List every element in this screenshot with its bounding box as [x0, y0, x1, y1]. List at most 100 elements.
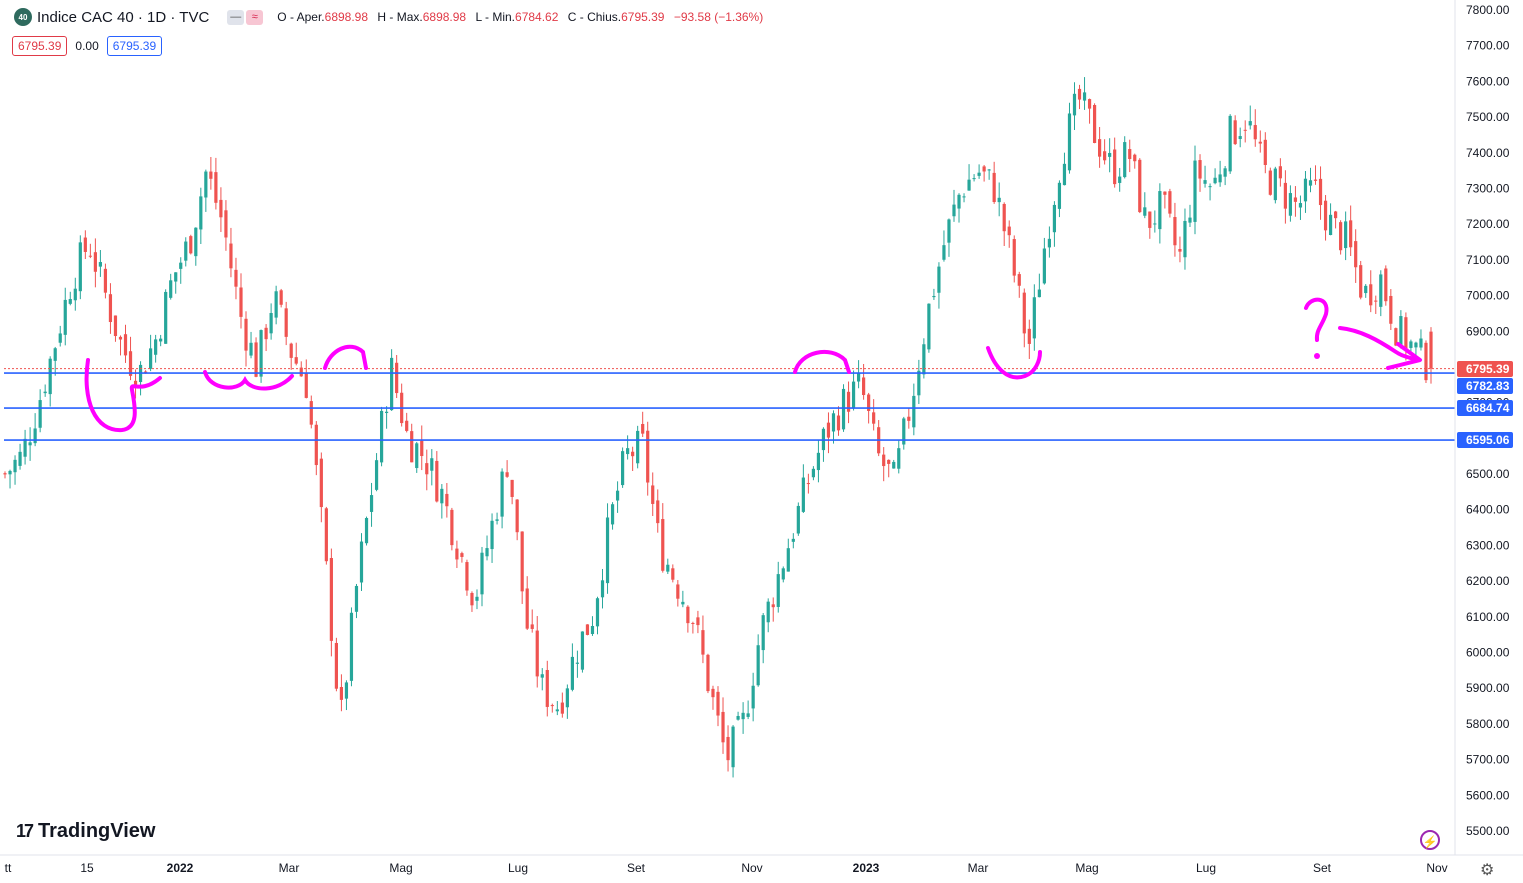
candle-body — [701, 630, 705, 655]
change-value: −93.58 (−1.36%) — [673, 10, 764, 24]
candle-body — [841, 388, 846, 430]
x-tick-label: Set — [627, 861, 646, 875]
price-label-bg — [1457, 361, 1513, 377]
x-tick-label: Nov — [1426, 861, 1447, 875]
candle-body — [746, 713, 750, 717]
candle-body — [440, 488, 444, 504]
candle-body — [319, 458, 323, 508]
y-tick-label: 6900.00 — [1466, 324, 1510, 338]
candle-body — [1022, 292, 1026, 334]
candle-body — [977, 172, 981, 176]
candle-body — [751, 685, 755, 709]
x-tick-label: 2022 — [167, 861, 194, 875]
candle-body — [1243, 129, 1247, 131]
symbol-badge: 40 — [14, 8, 32, 26]
y-tick-label: 6000.00 — [1466, 646, 1510, 660]
candle-body — [1213, 177, 1217, 184]
candle-body — [159, 338, 163, 342]
candle-body — [1328, 214, 1333, 236]
candle-body — [1042, 248, 1046, 284]
spread-value: 0.00 — [75, 39, 99, 53]
symbol-title[interactable]: Indice CAC 40 · 1D · TVC — [37, 8, 210, 26]
candle-body — [133, 380, 138, 388]
candle-body — [169, 280, 173, 298]
candle-body — [1027, 328, 1031, 344]
candle-body — [1052, 204, 1057, 233]
buy-price[interactable]: 6795.39 — [106, 36, 163, 56]
candle-body — [179, 262, 183, 269]
candle-body — [696, 617, 700, 626]
candle-body — [1303, 178, 1308, 202]
x-tick-label: Mag — [389, 861, 412, 875]
candle-body — [867, 394, 871, 411]
low-value: 6784.62 — [515, 10, 559, 24]
x-tick-label: Mag — [1075, 861, 1098, 875]
candle-body — [711, 688, 715, 698]
candle-body — [575, 662, 580, 664]
candle-body — [304, 373, 308, 398]
time-axis[interactable]: tt 15 2022 Mar Mag Lug Set Nov 2023 Mar Mag Lug Set N… — [0, 854, 1523, 875]
price-label-bg — [1457, 400, 1513, 416]
candle-body — [8, 470, 12, 475]
candle-body — [249, 342, 253, 356]
candle-body — [1429, 331, 1433, 369]
candle-body — [535, 630, 539, 677]
candle-body — [495, 519, 499, 521]
candle-body — [997, 197, 1001, 203]
candle-body — [480, 552, 484, 595]
x-tick-label: Lug — [508, 861, 528, 875]
candle-body — [872, 412, 876, 424]
candle-body — [671, 568, 675, 580]
candle-body — [149, 348, 153, 369]
candle-body — [1263, 139, 1267, 165]
y-tick-label: 7100.00 — [1466, 253, 1510, 267]
candle-body — [1037, 289, 1041, 298]
candle-body — [771, 604, 775, 608]
candle-body — [595, 598, 600, 627]
candle-body — [882, 454, 886, 467]
candle-body — [33, 428, 37, 444]
candle-body — [38, 400, 42, 428]
candle-body — [907, 416, 911, 421]
candle-body — [224, 210, 228, 238]
candle-body — [18, 451, 22, 466]
candle-body — [917, 370, 921, 396]
flash-icon[interactable]: ⚡ — [1420, 830, 1440, 850]
candle-body — [264, 327, 268, 340]
candle-body — [766, 601, 770, 623]
y-tick-label: 7300.00 — [1466, 181, 1510, 195]
candle-body — [219, 199, 223, 218]
candle-body — [214, 172, 218, 203]
candle-body — [932, 295, 936, 298]
candle-body — [1399, 316, 1403, 346]
candle-body — [229, 243, 233, 269]
candle-body — [279, 290, 283, 305]
candle-body — [1057, 182, 1062, 209]
candle-body — [806, 483, 810, 485]
candle-body — [78, 242, 82, 292]
gear-icon[interactable]: ⚙ — [1480, 862, 1495, 879]
legend-icons[interactable]: — ≈ — [227, 9, 264, 25]
horizontal-lines[interactable] — [4, 368, 1455, 441]
price-axis[interactable]: 5500.00 5600.00 5700.00 5800.00 5900.00 6000.… — [1454, 0, 1513, 855]
candle-body — [199, 196, 203, 230]
price-label: 6684.74 — [1466, 401, 1510, 415]
candle-body — [470, 592, 474, 606]
candle-body — [113, 315, 118, 337]
wave-icon[interactable]: ≈ — [246, 9, 264, 25]
candle-body — [1354, 241, 1358, 268]
close-label: C - Chius. — [567, 10, 622, 24]
collapse-icon[interactable]: — — [227, 9, 245, 25]
candle-body — [1103, 151, 1107, 161]
candle-body — [1203, 180, 1207, 184]
candle-body — [1283, 182, 1287, 209]
candle-body — [1238, 136, 1242, 139]
sell-price[interactable]: 6795.39 — [12, 36, 68, 56]
candle-body — [349, 612, 354, 681]
candle-body — [1369, 284, 1373, 306]
candle-body — [500, 471, 504, 517]
candle-body — [1163, 191, 1167, 195]
tradingview-logo[interactable]: 17 TradingView — [16, 820, 155, 843]
candle-body — [972, 178, 976, 180]
